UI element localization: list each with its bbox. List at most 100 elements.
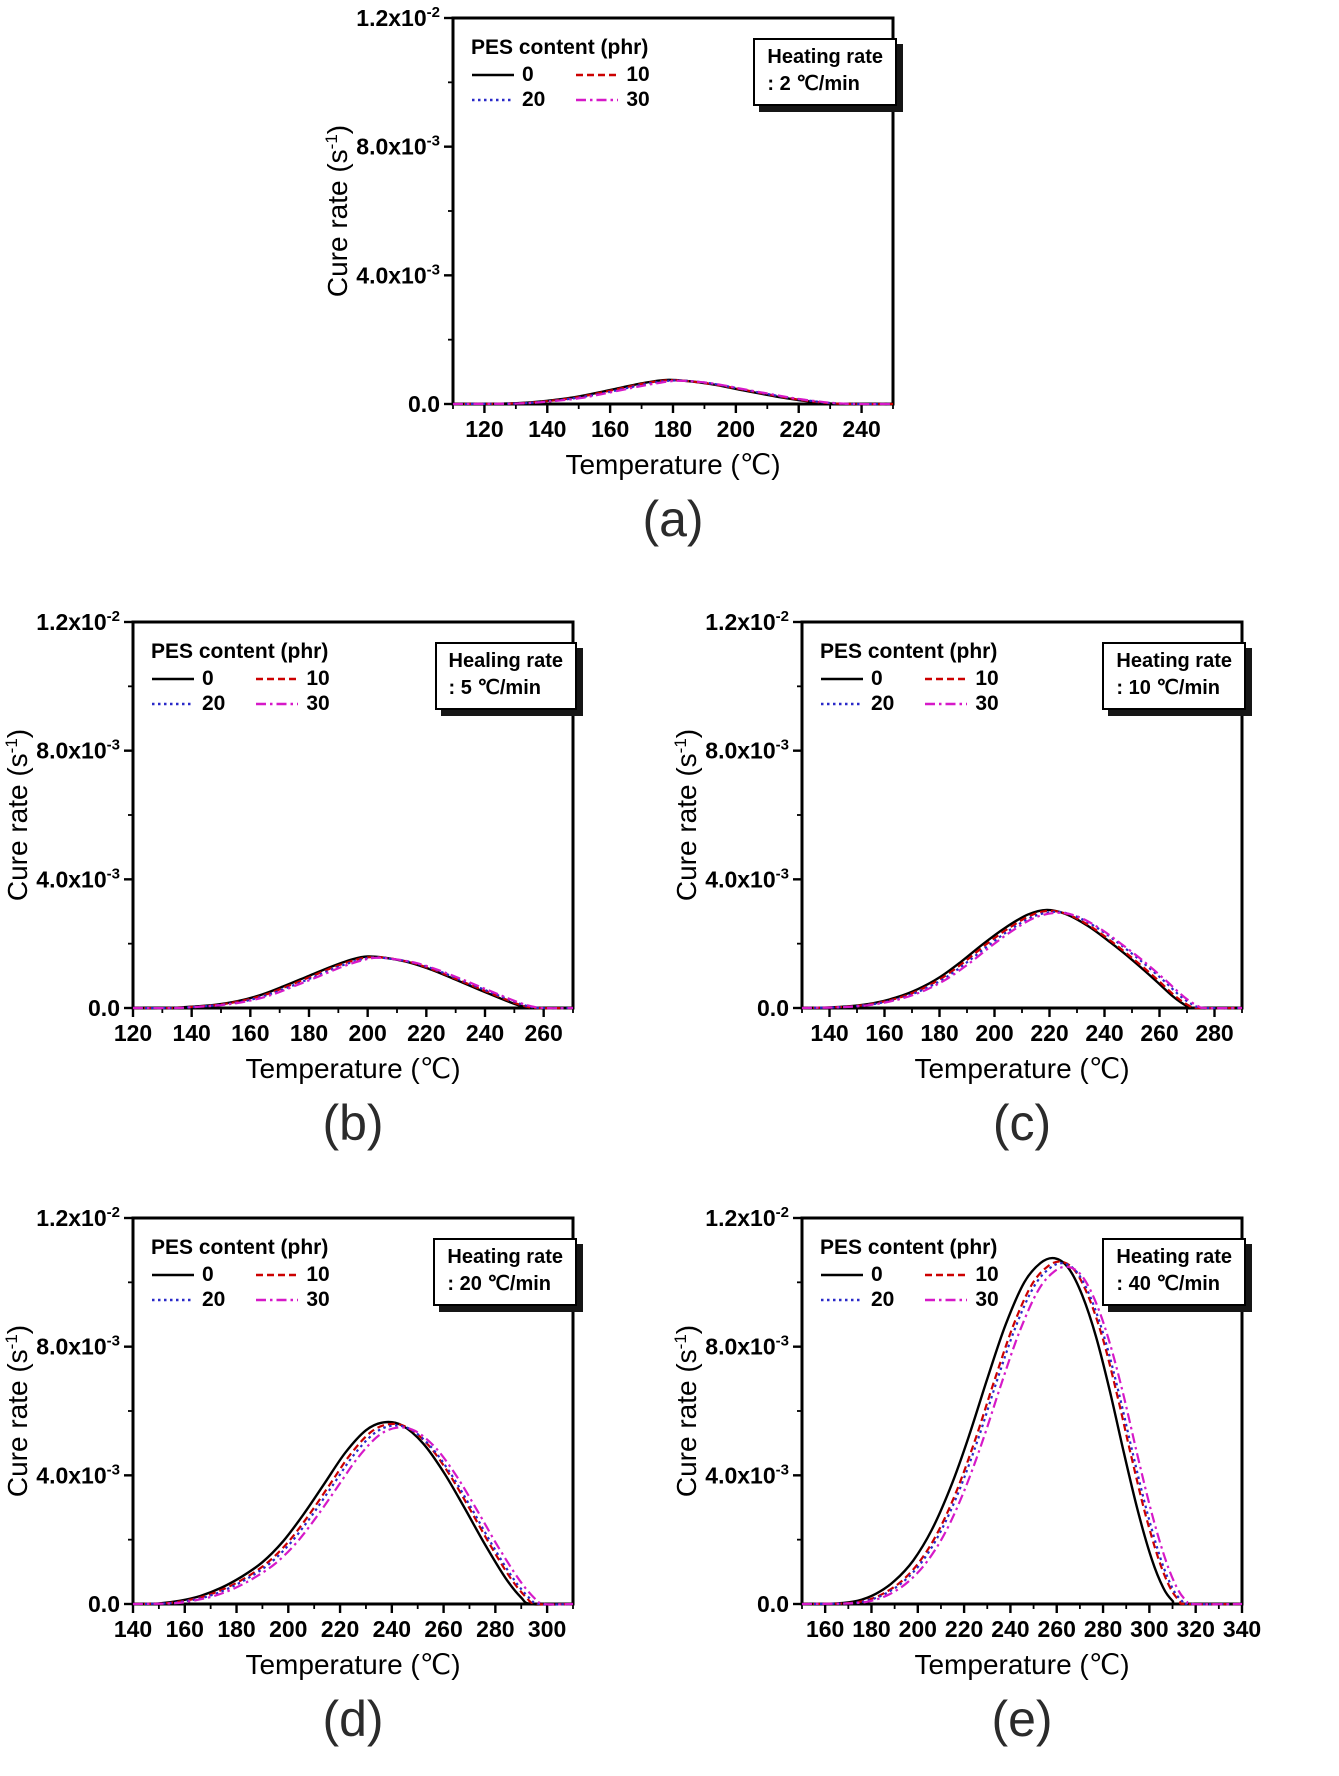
y-tick-label: 0.0 xyxy=(408,391,440,417)
legend-title: PES content (phr) xyxy=(151,1236,329,1259)
y-tick-label: 8.0x10-3 xyxy=(356,133,440,160)
legend-label: 10 xyxy=(975,1263,999,1286)
x-tick-label: 160 xyxy=(865,1020,903,1046)
series-20-phr-curve xyxy=(801,910,1243,1010)
legend-entry: 30 xyxy=(255,692,330,716)
series-0-phr-curve xyxy=(801,1256,1243,1606)
x-axis-title: Temperature (℃) xyxy=(914,1649,1129,1680)
x-tick-label: 240 xyxy=(373,1616,411,1642)
heating-rate-box: Healing rate : 5 ℃/min xyxy=(434,642,577,710)
y-tick-label: 0.0 xyxy=(757,1591,789,1617)
legend-title: PES content (phr) xyxy=(471,36,649,59)
legend-label: 0 xyxy=(202,1263,214,1286)
panel-letter-c: (c) xyxy=(992,1095,1052,1151)
legend-entry: 10 xyxy=(924,1263,999,1287)
x-tick-label: 260 xyxy=(524,1020,562,1046)
legend-entry: 30 xyxy=(575,88,650,112)
x-axis-title: Temperature (℃) xyxy=(565,449,780,480)
x-tick-label: 140 xyxy=(528,416,566,442)
x-tick-label: 200 xyxy=(269,1616,307,1642)
x-tick-label: 260 xyxy=(1140,1020,1178,1046)
x-tick-label: 340 xyxy=(1223,1616,1261,1642)
x-tick-label: 280 xyxy=(476,1616,514,1642)
legend-label: 0 xyxy=(871,667,883,690)
chart-e: 160 180 200 220 240 260 280 300 320 340 0.0 4.0x10-… xyxy=(670,1206,1280,1684)
x-tick-label: 220 xyxy=(321,1616,359,1642)
x-tick-label: 280 xyxy=(1195,1020,1233,1046)
line-swatch-solid xyxy=(471,69,515,81)
heating-rate-line1: Heating rate xyxy=(1116,650,1232,672)
legend-entry: 30 xyxy=(924,1288,999,1312)
x-axis-title: Temperature (℃) xyxy=(914,1053,1129,1084)
legend-entries: 0 10 20 30 xyxy=(151,1263,330,1312)
heating-rate-line2: : 10 ℃/min xyxy=(1116,677,1220,699)
y-tick-label: 4.0x10-3 xyxy=(36,1461,120,1488)
series-30-phr-curve xyxy=(132,956,574,1010)
heating-rate-box: Heating rate : 10 ℃/min xyxy=(1102,642,1246,710)
line-swatch-dashed xyxy=(255,673,299,685)
legend-entry: 0 xyxy=(820,1263,894,1287)
legend-label: 20 xyxy=(202,692,226,715)
legend-entries: 0 10 20 30 xyxy=(820,1263,999,1312)
x-tick-label: 180 xyxy=(290,1020,328,1046)
legend-label: 30 xyxy=(306,692,330,715)
x-tick-label: 240 xyxy=(991,1616,1029,1642)
legend-entry: 10 xyxy=(924,667,999,691)
series-20-phr-curve xyxy=(132,1424,574,1606)
legend-entry: 30 xyxy=(255,1288,330,1312)
legend-title: PES content (phr) xyxy=(820,640,998,663)
series-30-phr-curve xyxy=(132,1426,574,1606)
legend-entry: 10 xyxy=(255,1263,330,1287)
line-swatch-dashdot xyxy=(575,94,619,106)
legend-label: 10 xyxy=(975,667,999,690)
legend-label: 20 xyxy=(871,692,895,715)
legend-entries: 0 10 20 30 xyxy=(471,63,650,112)
legend-entry: 20 xyxy=(151,692,225,716)
x-axis-title: Temperature (℃) xyxy=(245,1649,460,1680)
legend-entry: 30 xyxy=(924,692,999,716)
x-tick-label: 200 xyxy=(899,1616,937,1642)
chart-a: 120 140 160 180 200 220 240 0.0 4.0x10-3 8.0x10-3… xyxy=(321,6,931,484)
heating-rate-box: Heating rate : 20 ℃/min xyxy=(433,1238,577,1306)
chart-d: 140 160 180 200 220 240 260 280 300 0.0 4.0x10-3 8.… xyxy=(1,1206,611,1684)
series-10-phr-curve xyxy=(132,1422,574,1606)
legend-label: 0 xyxy=(522,63,534,86)
line-swatch-dotted xyxy=(820,1294,864,1306)
x-tick-label: 200 xyxy=(348,1020,386,1046)
panel-e: 160 180 200 220 240 260 280 300 320 340 0.0 4.0x10-… xyxy=(670,1206,1280,1748)
chart-a-plot: 120 140 160 180 200 220 240 0.0 4.0x10-3 8.0x10-3… xyxy=(322,6,895,480)
x-tick-label: 180 xyxy=(217,1616,255,1642)
series-20-phr-curve xyxy=(801,1262,1243,1606)
panel-a: 120 140 160 180 200 220 240 0.0 4.0x10-3 8.0x10-3… xyxy=(321,6,931,548)
x-tick-label: 180 xyxy=(852,1616,890,1642)
legend-entry: 10 xyxy=(255,667,330,691)
legend-entries: 0 10 20 30 xyxy=(151,667,330,716)
series-0-phr-curve xyxy=(452,378,894,406)
legend-label: 30 xyxy=(626,88,650,111)
line-swatch-dashdot xyxy=(255,698,299,710)
y-axis-title: Cure rate (s-1) xyxy=(2,1325,33,1497)
x-tick-label: 120 xyxy=(114,1020,152,1046)
y-tick-label: 4.0x10-3 xyxy=(705,1461,789,1488)
legend-entry: 0 xyxy=(151,1263,225,1287)
y-tick-label: 4.0x10-3 xyxy=(356,261,440,288)
chart-c: 140 160 180 200 220 240 260 280 0.0 4.0x10-3 8.0x1… xyxy=(670,610,1280,1088)
series-30-phr-curve xyxy=(801,1265,1243,1606)
x-tick-label: 180 xyxy=(920,1020,958,1046)
line-swatch-dotted xyxy=(471,94,515,106)
panel-d: 140 160 180 200 220 240 260 280 300 0.0 4.0x10-3 8.… xyxy=(1,1206,611,1748)
legend-title: PES content (phr) xyxy=(820,1236,998,1259)
legend-label: 30 xyxy=(306,1288,330,1311)
legend-title: PES content (phr) xyxy=(151,640,329,663)
y-tick-label: 8.0x10-3 xyxy=(36,737,120,764)
legend-d: PES content (phr) 0 10 20 30 xyxy=(151,1236,330,1312)
legend-label: 30 xyxy=(975,692,999,715)
chart-b-plot: 120 140 160 180 200 220 240 260 0.0 4.0x10-3 8.0x1… xyxy=(2,610,575,1084)
legend-label: 10 xyxy=(626,63,650,86)
legend-entry: 20 xyxy=(151,1288,225,1312)
legend-a: PES content (phr) 0 10 20 30 xyxy=(471,36,650,112)
y-axis-title: Cure rate (s-1) xyxy=(322,125,353,297)
series-20-phr-curve xyxy=(452,379,894,406)
legend-entry: 0 xyxy=(151,667,225,691)
x-tick-label: 220 xyxy=(1030,1020,1068,1046)
